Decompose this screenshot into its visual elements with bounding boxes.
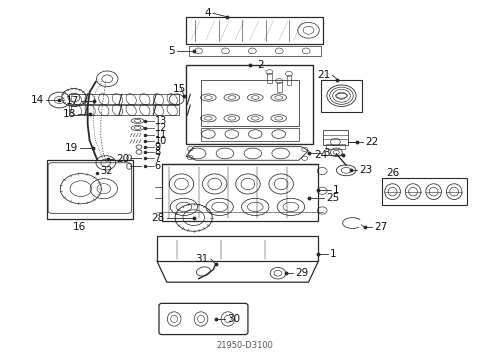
Text: 29: 29 <box>295 268 308 278</box>
Text: 30: 30 <box>227 314 240 324</box>
Text: 5: 5 <box>168 46 174 56</box>
Text: 23: 23 <box>359 165 372 175</box>
Text: 21950-D3100: 21950-D3100 <box>217 341 273 350</box>
Text: 22: 22 <box>365 137 378 147</box>
Bar <box>69 105 179 115</box>
Text: 27: 27 <box>374 222 387 232</box>
Text: 20: 20 <box>116 154 129 164</box>
Text: 1: 1 <box>330 249 337 259</box>
Text: 13: 13 <box>155 116 167 126</box>
Text: 19: 19 <box>65 143 78 153</box>
Text: 14: 14 <box>30 95 44 105</box>
Bar <box>186 17 323 44</box>
Text: 26: 26 <box>386 168 399 178</box>
Text: 28: 28 <box>151 213 165 222</box>
Text: 15: 15 <box>173 84 186 94</box>
Text: 10: 10 <box>155 136 167 146</box>
Text: 24: 24 <box>314 150 327 160</box>
Text: 32: 32 <box>100 166 113 176</box>
Bar <box>189 45 321 56</box>
Bar <box>323 130 347 145</box>
Text: 9: 9 <box>155 142 161 152</box>
Text: 16: 16 <box>73 222 86 232</box>
Bar <box>382 178 467 205</box>
Bar <box>267 73 272 83</box>
Bar <box>321 80 362 112</box>
Text: 7: 7 <box>155 153 161 163</box>
Bar <box>201 128 299 140</box>
Bar <box>201 80 299 126</box>
Text: 3: 3 <box>323 148 329 158</box>
Text: 6: 6 <box>155 161 161 171</box>
Text: 25: 25 <box>326 193 340 203</box>
Bar <box>277 82 282 92</box>
Text: 4: 4 <box>204 8 211 18</box>
Text: 17: 17 <box>66 96 79 106</box>
Bar <box>157 235 318 261</box>
Text: 31: 31 <box>196 254 209 264</box>
Bar <box>47 160 133 220</box>
Bar <box>326 144 345 149</box>
Text: 21: 21 <box>317 70 331 80</box>
Text: 2: 2 <box>258 60 264 70</box>
Text: 18: 18 <box>63 109 76 119</box>
Text: 8: 8 <box>155 147 161 157</box>
Bar <box>162 164 318 221</box>
Bar <box>287 75 292 85</box>
Bar <box>186 65 314 144</box>
Text: 1: 1 <box>332 185 339 195</box>
Bar <box>69 94 179 104</box>
Text: 12: 12 <box>155 123 167 133</box>
Text: 11: 11 <box>155 130 167 140</box>
